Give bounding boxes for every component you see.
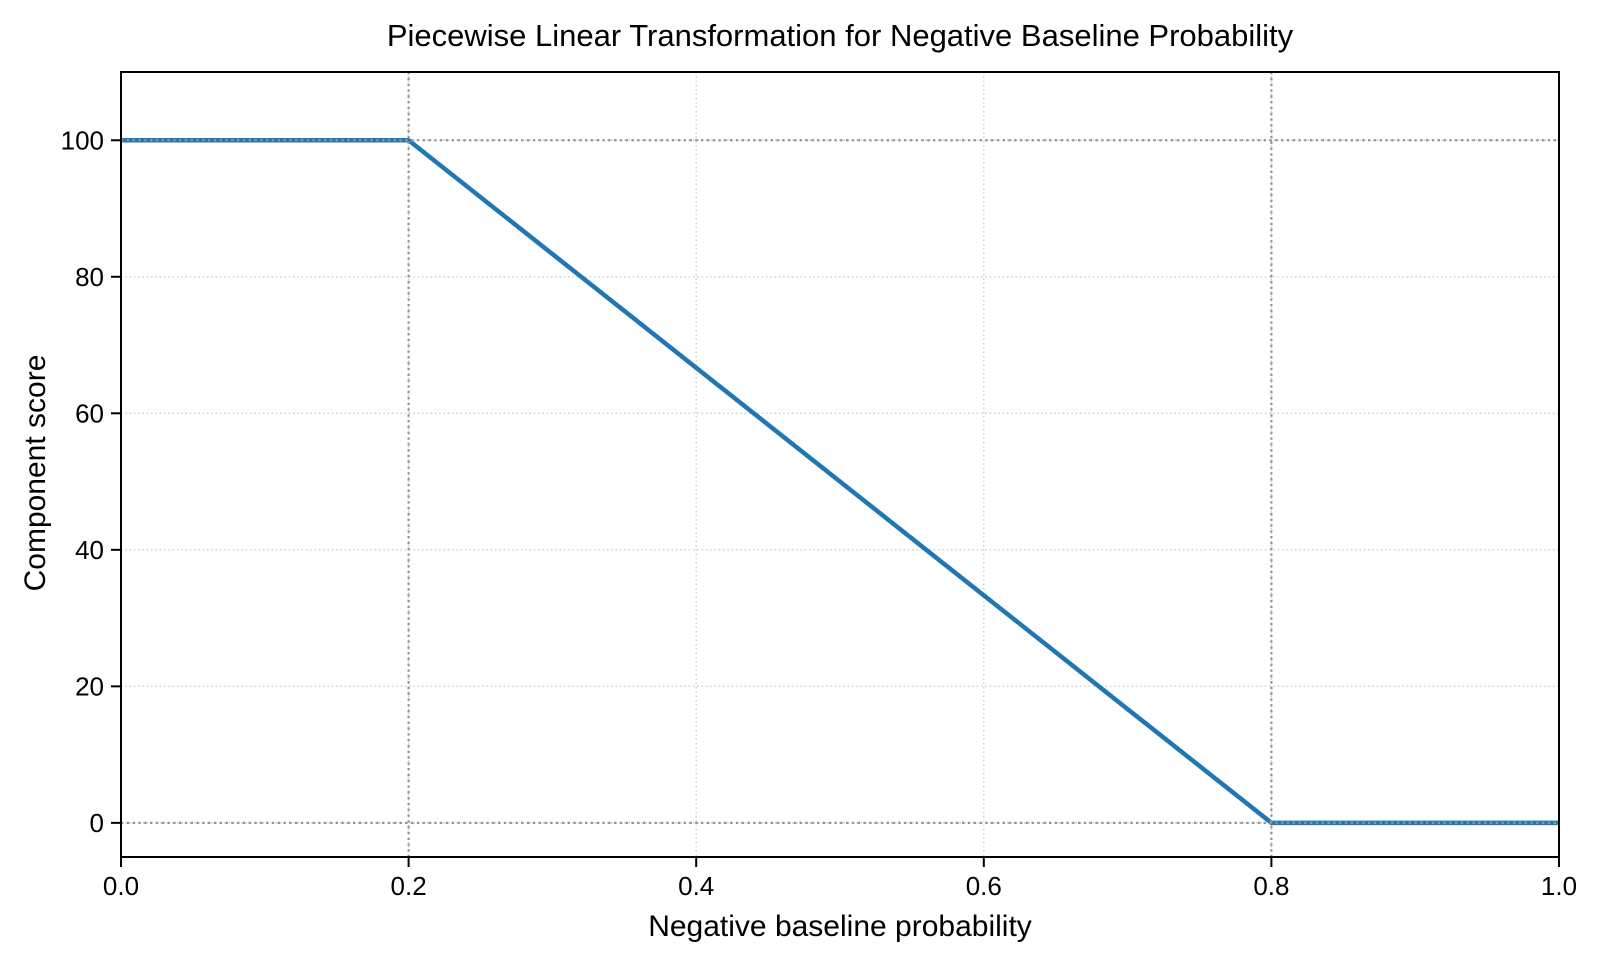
x-tick-label: 0.4 xyxy=(678,871,714,901)
x-tick-label: 0.2 xyxy=(391,871,427,901)
y-tick-label: 60 xyxy=(75,398,104,428)
x-tick-label: 1.0 xyxy=(1541,871,1577,901)
x-tick-label: 0.0 xyxy=(103,871,139,901)
chart-title: Piecewise Linear Transformation for Nega… xyxy=(386,18,1294,53)
y-tick-label: 100 xyxy=(61,125,104,155)
y-tick-label: 20 xyxy=(75,671,104,701)
series-line xyxy=(121,138,1559,826)
y-tick-label: 40 xyxy=(75,535,104,565)
y-tick-label: 80 xyxy=(75,262,104,292)
x-tick-label: 0.6 xyxy=(966,871,1002,901)
x-tick-label: 0.8 xyxy=(1253,871,1289,901)
y-tick-label: 0 xyxy=(90,808,104,838)
x-axis-label: Negative baseline probability xyxy=(648,910,1032,943)
axes-spines xyxy=(120,71,1560,858)
